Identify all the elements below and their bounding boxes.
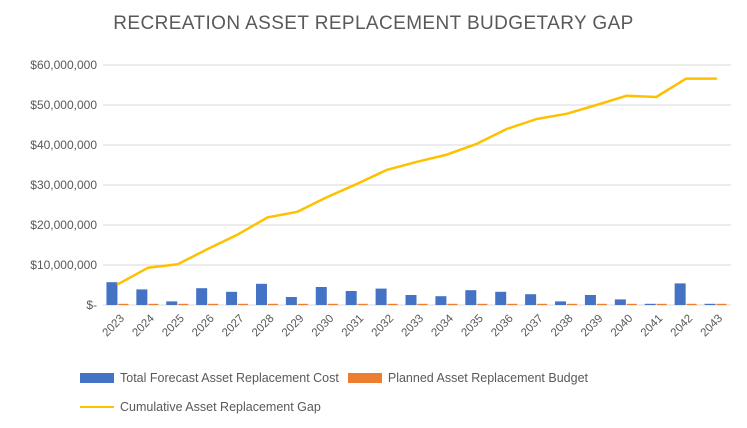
y-axis-tick-label: $40,000,000	[30, 138, 97, 152]
bar-planned-budget[interactable]	[477, 303, 488, 305]
x-axis-tick-label: 2024	[130, 312, 157, 339]
y-axis-tick-label: $50,000,000	[30, 98, 97, 112]
bar-forecast-cost[interactable]	[166, 301, 178, 305]
bar-forecast-cost[interactable]	[345, 291, 357, 305]
bar-forecast-cost[interactable]	[704, 303, 716, 305]
bar-planned-budget[interactable]	[238, 303, 249, 305]
bar-forecast-cost[interactable]	[525, 294, 537, 305]
bar-planned-budget[interactable]	[656, 303, 667, 305]
bar-planned-budget[interactable]	[537, 303, 548, 305]
bar-planned-budget[interactable]	[357, 303, 368, 305]
y-axis-tick-label: $20,000,000	[30, 218, 97, 232]
bar-planned-budget[interactable]	[507, 303, 518, 305]
bar-forecast-cost[interactable]	[495, 291, 507, 305]
x-axis-tick-label: 2037	[519, 313, 546, 340]
bar-forecast-cost[interactable]	[435, 296, 447, 305]
legend-label-planned-budget[interactable]: Planned Asset Replacement Budget	[387, 371, 588, 385]
bar-planned-budget[interactable]	[327, 303, 338, 305]
bar-forecast-cost[interactable]	[136, 289, 148, 305]
bar-planned-budget[interactable]	[596, 303, 607, 305]
legend-label-cumulative-gap[interactable]: Cumulative Asset Replacement Gap	[120, 400, 321, 414]
x-axis-tick-label: 2029	[280, 313, 307, 340]
chart-title: RECREATION ASSET REPLACEMENT BUDGETARY G…	[113, 13, 634, 34]
x-axis-tick-label: 2036	[489, 313, 516, 340]
bar-planned-budget[interactable]	[118, 303, 129, 305]
y-axis-tick-label: $30,000,000	[30, 178, 97, 192]
x-axis-tick-label: 2038	[549, 313, 576, 340]
cumulative-gap-line[interactable]	[116, 77, 718, 286]
x-axis-tick-label: 2027	[220, 313, 247, 340]
legend-row-2: Cumulative Asset Replacement Gap	[80, 400, 588, 414]
x-axis-tick-label: 2040	[609, 313, 636, 340]
bar-forecast-cost[interactable]	[405, 295, 417, 305]
bar-forecast-cost[interactable]	[375, 288, 387, 305]
bar-planned-budget[interactable]	[297, 303, 308, 305]
x-axis-tick-label: 2035	[459, 313, 486, 340]
chart-legend: Total Forecast Asset Replacement Cost Pl…	[80, 371, 588, 428]
bar-planned-budget[interactable]	[417, 303, 428, 305]
x-axis-tick-label: 2025	[160, 313, 187, 340]
bar-planned-budget[interactable]	[387, 303, 398, 305]
bar-planned-budget[interactable]	[208, 303, 219, 305]
bar-planned-budget[interactable]	[447, 303, 458, 305]
x-axis-tick-label: 2031	[340, 313, 367, 340]
bar-forecast-cost[interactable]	[315, 287, 327, 305]
y-axis-tick-label: $-	[86, 298, 97, 312]
bar-planned-budget[interactable]	[567, 303, 578, 305]
bar-forecast-cost[interactable]	[465, 290, 477, 305]
y-axis-tick-label: $10,000,000	[30, 258, 97, 272]
x-axis-tick-label: 2030	[310, 313, 337, 340]
bar-forecast-cost[interactable]	[614, 299, 626, 305]
chart-plot-area: $- $10,000,000 $20,000,000 $30,000,000 $40,0…	[30, 58, 731, 340]
bar-forecast-cost[interactable]	[196, 288, 208, 305]
x-axis-tick-label: 2042	[669, 313, 696, 340]
x-axis-tick-label: 2028	[250, 313, 277, 340]
bar-forecast-cost[interactable]	[584, 295, 596, 305]
bar-forecast-cost[interactable]	[644, 303, 656, 305]
legend-label-forecast-cost[interactable]: Total Forecast Asset Replacement Cost	[120, 371, 339, 385]
x-axis-tick-label: 2026	[190, 313, 217, 340]
y-axis-tick-label: $60,000,000	[30, 58, 97, 72]
x-axis-tick-label: 2043	[699, 313, 726, 340]
bar-planned-budget[interactable]	[686, 303, 697, 305]
bar-forecast-cost[interactable]	[226, 291, 238, 305]
legend-swatch-forecast-cost[interactable]	[80, 373, 114, 383]
bar-planned-budget[interactable]	[148, 303, 159, 305]
bar-planned-budget[interactable]	[626, 303, 637, 305]
legend-swatch-cumulative-gap[interactable]	[80, 406, 114, 408]
bar-planned-budget[interactable]	[178, 303, 189, 305]
x-axis-tick-label: 2039	[579, 313, 606, 340]
legend-swatch-planned-budget[interactable]	[347, 373, 382, 383]
x-axis-tick-label: 2032	[370, 313, 397, 340]
x-axis-tick-label: 2033	[400, 313, 427, 340]
bar-forecast-cost[interactable]	[255, 283, 267, 305]
bar-forecast-cost[interactable]	[106, 282, 118, 305]
bar-forecast-cost[interactable]	[555, 301, 567, 305]
x-axis-tick-label: 2034	[429, 312, 456, 339]
legend-row-1: Total Forecast Asset Replacement Cost Pl…	[80, 371, 588, 385]
bar-planned-budget[interactable]	[267, 303, 278, 305]
bar-planned-budget[interactable]	[716, 303, 727, 305]
bar-forecast-cost[interactable]	[285, 297, 297, 305]
bar-forecast-cost[interactable]	[674, 283, 686, 305]
x-axis-tick-label: 2041	[639, 313, 666, 340]
x-axis-tick-label: 2023	[100, 313, 127, 340]
